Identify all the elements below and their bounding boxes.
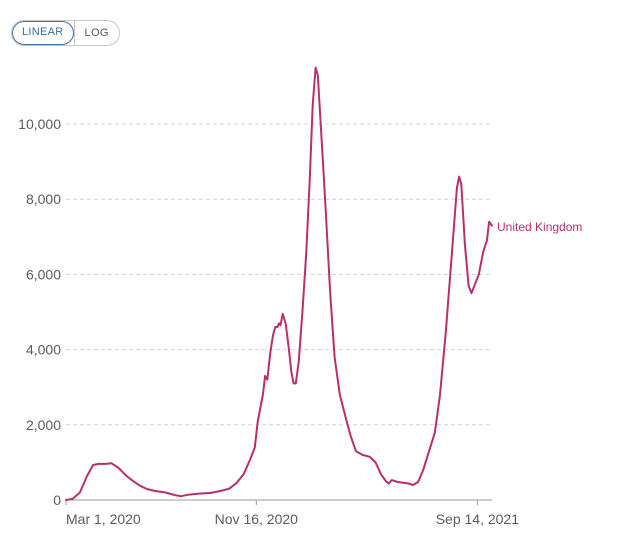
chart-series: United Kingdom [65, 66, 582, 501]
series-line [65, 66, 493, 501]
log-scale-button[interactable]: LOG [73, 21, 119, 45]
linear-scale-button[interactable]: LINEAR [12, 21, 74, 45]
y-tick-label: 10,000 [18, 116, 61, 132]
x-tick-label: Mar 1, 2020 [66, 511, 141, 527]
chart-gridlines [66, 123, 492, 426]
y-tick-label: 0 [53, 492, 61, 508]
y-tick-label: 2,000 [26, 417, 61, 433]
series-label: United Kingdom [497, 220, 582, 234]
y-tick-label: 8,000 [26, 191, 61, 207]
y-axis-labels: 0 2,000 4,000 6,000 8,000 10,000 [18, 116, 61, 508]
y-tick-label: 4,000 [26, 342, 61, 358]
x-tick-label: Sep 14, 2021 [436, 511, 520, 527]
y-tick-label: 6,000 [26, 266, 61, 282]
x-tick-label: Nov 16, 2020 [215, 511, 298, 527]
x-axis: Mar 1, 2020 Nov 16, 2020 Sep 14, 2021 [65, 499, 520, 527]
scale-toggle: LINEAR LOG [11, 20, 120, 46]
